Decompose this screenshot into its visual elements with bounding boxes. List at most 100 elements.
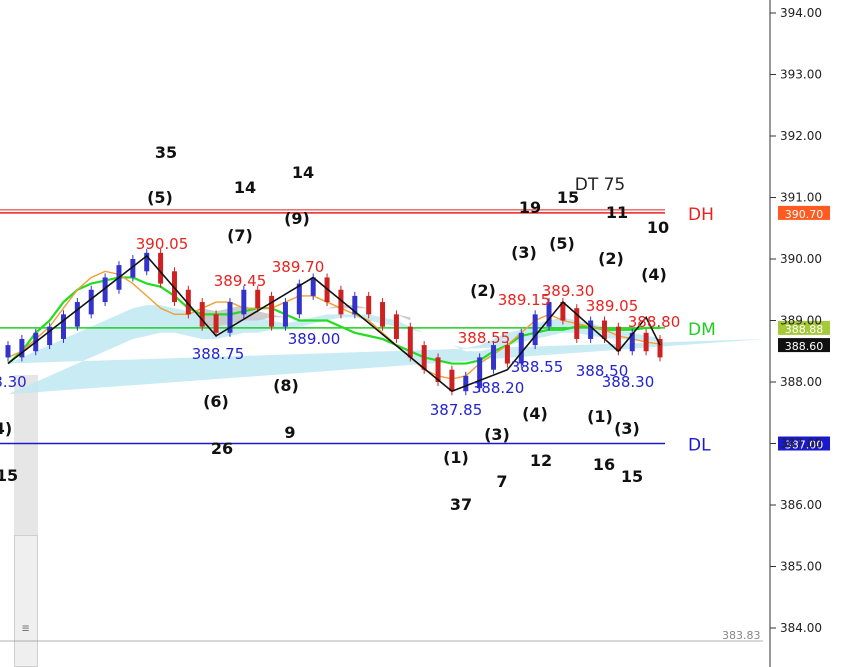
count-label: 11	[606, 203, 628, 222]
candle-body	[588, 320, 594, 339]
candle-body	[255, 289, 261, 309]
count-label: 12	[530, 451, 552, 470]
wave-label: (6)	[203, 392, 229, 411]
candle-body	[407, 326, 413, 358]
wave-label: (1)	[587, 407, 613, 426]
annotation-dt: DT 75	[575, 175, 626, 195]
y-tick-label: 392.00	[780, 129, 822, 143]
candle-body	[296, 283, 302, 315]
count-label: 19	[519, 198, 541, 217]
candle-body	[643, 332, 649, 352]
price-label: 388.75	[192, 345, 245, 363]
wave-label: (4)	[522, 404, 548, 423]
y-tick-label: 393.00	[780, 68, 822, 82]
count-label: 14	[292, 163, 314, 182]
wave-label: (2)	[598, 249, 624, 268]
candle-body	[421, 345, 427, 370]
wave-label: (9)	[284, 209, 310, 228]
level-label-dh: DH	[688, 205, 714, 225]
candle-body	[518, 332, 524, 364]
count-label: 16	[593, 455, 615, 474]
price-label: 389.05	[586, 297, 639, 315]
price-label: 389.45	[214, 272, 267, 290]
candle-body	[657, 338, 663, 358]
candle-body	[435, 357, 441, 382]
candle-body	[213, 314, 219, 333]
zigzag-line	[7, 254, 661, 393]
count-label: 10	[647, 218, 669, 237]
price-label: 388.30	[602, 373, 655, 391]
candle-body	[504, 345, 510, 364]
candle-body	[19, 338, 25, 358]
price-label: 389.00	[288, 330, 341, 348]
vertical-scrollbar[interactable]: ≡	[14, 535, 38, 667]
price-label: 388.20	[472, 379, 525, 397]
level-tag-bg-dh	[778, 205, 830, 220]
ichimoku-cloud-bearish	[202, 305, 411, 327]
wave-label: (5)	[147, 188, 173, 207]
candle-body	[560, 302, 566, 321]
level-tag-bg-dm	[778, 320, 830, 335]
last-price-tag-bg	[778, 338, 830, 353]
candle-body	[130, 259, 136, 278]
count-label: 15	[557, 188, 579, 207]
y-tick-label: 389.00	[780, 314, 822, 328]
price-label: 8.30	[0, 373, 27, 391]
candle-body	[532, 314, 538, 346]
candle-body	[199, 302, 205, 327]
count-label: 15	[0, 466, 18, 485]
scroll-grip-icon[interactable]: ≡	[22, 621, 30, 635]
count-label: 9	[284, 423, 295, 442]
price-label: 389.30	[542, 282, 595, 300]
wave-label: 4)	[0, 419, 12, 438]
candle-body	[338, 289, 344, 315]
price-label: 390.05	[136, 235, 189, 253]
price-label: 388.55	[511, 358, 564, 376]
wave-label: (8)	[273, 376, 299, 395]
candle-body	[185, 289, 191, 315]
y-tick-label: 388.00	[780, 375, 822, 389]
last-price-tag: 388.60	[785, 340, 824, 353]
candle-body	[352, 295, 358, 315]
wave-label: (4)	[641, 265, 667, 284]
candle-body	[366, 295, 372, 315]
candle-body	[393, 314, 399, 339]
wave-label: (7)	[227, 226, 253, 245]
candle-body	[463, 375, 469, 392]
candle-body	[60, 314, 66, 339]
candle-body	[629, 332, 635, 352]
level-tag-bg-dl	[778, 436, 830, 451]
count-label: 37	[450, 495, 472, 514]
corner-value: 383.83	[722, 629, 761, 642]
candle-body	[269, 295, 275, 327]
count-label: 26	[211, 439, 233, 458]
wave-label: (3)	[484, 425, 510, 444]
price-label: 388.50	[576, 362, 629, 380]
candle-body	[5, 345, 11, 358]
candle-body	[380, 302, 386, 327]
wave-label: (1)	[443, 448, 469, 467]
candle-body	[144, 252, 150, 272]
price-label: 389.70	[272, 258, 325, 276]
level-label-dm: DM	[688, 320, 716, 340]
candle-body	[546, 302, 552, 327]
candle-body	[158, 252, 164, 284]
candle-body	[88, 289, 94, 315]
wave-label: (3)	[511, 243, 537, 262]
count-label: 7	[496, 472, 507, 491]
candle-body	[477, 357, 483, 389]
candle-body	[47, 326, 53, 346]
y-tick-label: 390.00	[780, 252, 822, 266]
candle-body	[491, 345, 497, 370]
price-label: 388.55	[458, 329, 511, 347]
candle-body	[615, 326, 621, 352]
count-label: 14	[234, 178, 256, 197]
price-label: 388.80	[628, 313, 681, 331]
candle-body	[74, 302, 80, 327]
level-tag-dl: 387.00	[785, 439, 824, 452]
wave-label: (2)	[470, 281, 496, 300]
level-label-dl: DL	[688, 436, 711, 456]
level-tag-dm: 388.88	[785, 323, 824, 336]
y-tick-label: 384.00	[780, 621, 822, 635]
